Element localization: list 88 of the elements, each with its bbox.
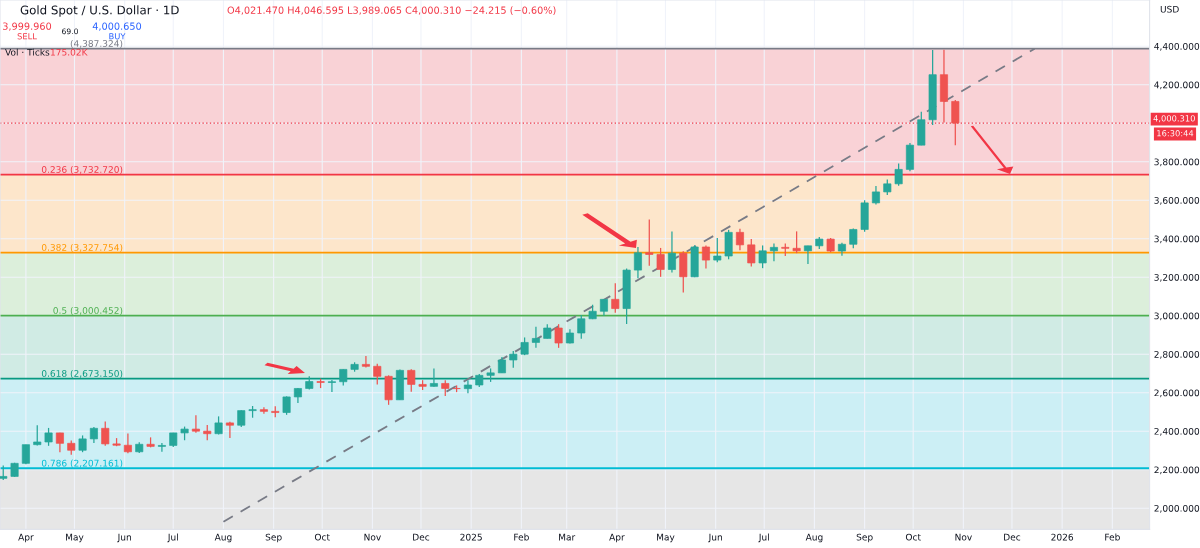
annotation: 4,000.650 (92, 22, 142, 31)
y-tick-label: 4,200.000 (1154, 81, 1200, 90)
candlestick (55, 432, 64, 453)
chart-title: Gold Spot / U.S. Dollar · 1D (20, 5, 179, 17)
ref-line-label: 0.618 (2,673.150) (41, 369, 123, 378)
x-tick-label: Oct (905, 533, 921, 541)
candlestick (373, 363, 382, 386)
candlestick (157, 442, 166, 453)
candlestick (667, 230, 676, 274)
candlestick (554, 323, 563, 349)
x-tick-label: Aug (214, 533, 232, 543)
y-tick-label: 2,400.000 (1154, 427, 1200, 436)
x-tick-label: Dec (413, 533, 430, 541)
candlestick (259, 406, 268, 415)
x-tick-label: 2026 (1051, 533, 1074, 541)
candlestick (225, 421, 234, 439)
y-tick-label: 3,600.000 (1154, 196, 1200, 205)
candlestick (894, 162, 903, 187)
candlestick (735, 228, 744, 251)
y-tick-label: 2,000.000 (1154, 504, 1200, 513)
x-tick-label: May (657, 533, 675, 543)
x-tick-label: Feb (514, 533, 529, 541)
x-tick-label: Sep (856, 533, 873, 543)
y-tick-label: 3,200.000 (1154, 273, 1200, 282)
candlestick (531, 326, 540, 349)
x-tick-label: Apr (609, 533, 625, 543)
ref-line-label: (4,387.324) (70, 39, 123, 48)
candlestick (577, 314, 586, 340)
candlestick (724, 229, 733, 260)
x-tick-label: Mar (559, 533, 576, 541)
candlestick (792, 230, 801, 254)
candlestick (747, 238, 756, 268)
ref-line-label: 0.5 (3,000.452) (53, 306, 123, 315)
x-tick-label: May (66, 533, 84, 543)
candlestick (769, 242, 778, 262)
candlestick (191, 414, 200, 434)
text: 16:30:44 (1157, 130, 1194, 137)
x-tick-label: Feb (1105, 533, 1120, 541)
candlestick (803, 245, 812, 265)
candlestick (645, 218, 654, 267)
x-tick-label: Sep (265, 533, 282, 543)
candlestick (361, 355, 370, 369)
x-tick-label: Dec (1004, 533, 1021, 541)
x-tick-label: Apr (18, 533, 34, 543)
x-tick-label: 2025 (460, 533, 482, 541)
y-tick-label: 4,400.000 (1154, 42, 1200, 51)
candlestick (849, 227, 858, 249)
candlestick (384, 374, 393, 406)
candlestick (429, 367, 438, 388)
y-tick-label: 3,400.000 (1154, 235, 1200, 244)
x-tick-label: Jul (167, 533, 178, 543)
annotation: 3,999.960 (3, 22, 52, 31)
candlestick (327, 379, 336, 393)
ref-line-label: 4,000.310 (1153, 115, 1195, 123)
annotation: SELL (17, 33, 37, 40)
annotation: 175.02K (50, 48, 88, 56)
y-tick-label: 3,800.000 (1154, 158, 1200, 167)
y-tick-label: 3,000.000 (1154, 312, 1200, 321)
text: O4,021.470 H4,046.595 L3,989.065 C4,000.310 −24.215 (−0.60%) (227, 6, 556, 15)
ref-line-label: 0.236 (3,732.720) (41, 165, 123, 174)
candlestick (951, 99, 960, 146)
x-tick-label: Jun (708, 533, 722, 543)
ref-line-label: 0.382 (3,327.754) (41, 243, 123, 252)
annotation: BUY (109, 33, 126, 40)
ref-line-label: 0.786 (2,207.161) (41, 459, 123, 468)
candlestick (282, 395, 291, 416)
candlestick (407, 368, 416, 393)
y-tick-label: 2,600.000 (1154, 389, 1200, 398)
candlestick (758, 244, 767, 269)
candlestick (656, 247, 665, 278)
candlestick (611, 282, 620, 314)
y-tick-label: 2,200.000 (1154, 466, 1200, 475)
y-tick-label: 2,800.000 (1154, 350, 1200, 359)
x-tick-label: Nov (955, 533, 972, 541)
candlestick (633, 246, 642, 279)
x-tick-label: Jul (758, 533, 769, 543)
x-tick-label: Jun (117, 533, 131, 543)
candlestick (701, 244, 710, 270)
candlestick (679, 250, 688, 294)
x-tick-label: Aug (805, 533, 823, 543)
candlestick (101, 420, 110, 447)
candlestick (123, 432, 132, 454)
candlestick (463, 379, 472, 394)
candlestick (713, 237, 722, 263)
x-tick-label: Oct (314, 533, 330, 541)
text: USD (1160, 5, 1179, 13)
x-tick-label: Nov (364, 533, 381, 541)
annotation: Vol · Ticks (5, 48, 50, 56)
